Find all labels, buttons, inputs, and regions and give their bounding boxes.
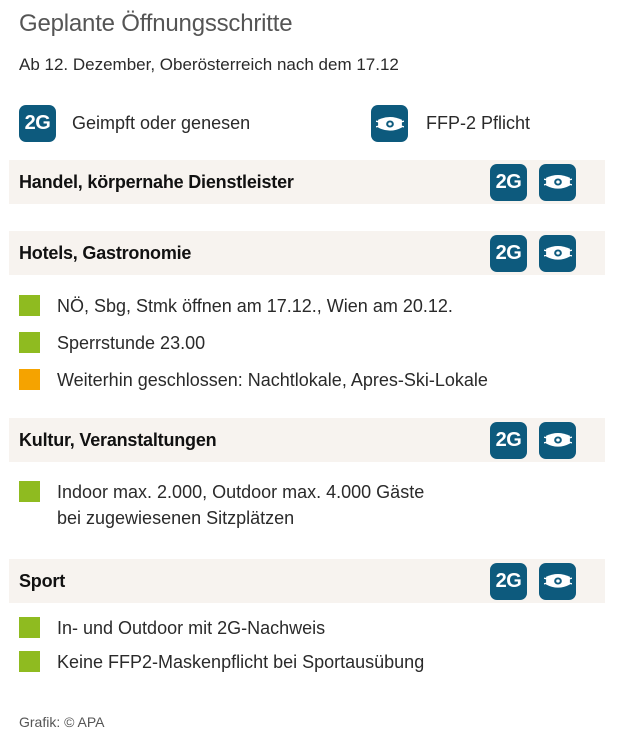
green-square-icon: [19, 651, 40, 672]
section-title: Handel, körpernahe Dienstleister: [19, 171, 294, 192]
section-title: Sport: [19, 570, 65, 591]
mask-icon: [539, 562, 576, 600]
legend-2g-label: Geimpft oder genesen: [72, 113, 251, 133]
orange-square-icon: [19, 369, 40, 390]
mask-icon: [371, 105, 408, 142]
legend-mask: FFP-2 Pflicht: [371, 105, 530, 142]
legend-mask-label: FFP-2 Pflicht: [426, 113, 531, 133]
list-item-text: Sperrstunde 23.00: [57, 333, 206, 353]
source-credit: Grafik: © APA: [19, 714, 105, 730]
badge-2g: 2G: [490, 163, 527, 201]
green-square-icon: [19, 295, 40, 316]
list-item-text: bei zugewiesenen Sitzplätzen: [57, 508, 295, 528]
list-item-text: In- und Outdoor mit 2G-Nachweis: [57, 618, 326, 638]
green-square-icon: [19, 617, 40, 638]
legend-2g: 2G Geimpft oder genesen: [19, 105, 250, 142]
list-item: NÖ, Sbg, Stmk öffnen am 17.12., Wien am …: [19, 293, 453, 319]
badge-2g: 2G: [490, 421, 527, 459]
list-item-text: NÖ, Sbg, Stmk öffnen am 17.12., Wien am …: [57, 296, 453, 316]
list-item: Sperrstunde 23.00: [19, 330, 205, 356]
mask-icon: [539, 421, 576, 459]
green-square-icon: [19, 481, 40, 502]
section-hotels: Hotels, Gastronomie 2G: [9, 231, 605, 275]
list-item-text: Indoor max. 2.000, Outdoor max. 4.000 Gä…: [57, 482, 425, 502]
mask-icon: [539, 163, 576, 201]
page-subtitle: Ab 12. Dezember, Oberösterreich nach dem…: [19, 55, 399, 74]
section-title: Hotels, Gastronomie: [19, 242, 192, 263]
badge-2g: 2G: [490, 562, 527, 600]
badge-2g: 2G: [490, 234, 527, 272]
list-item: Keine FFP2-Maskenpflicht bei Sportausübu…: [19, 649, 424, 675]
green-square-icon: [19, 332, 40, 353]
badge-2g: 2G: [19, 105, 56, 142]
list-item: In- und Outdoor mit 2G-Nachweis: [19, 615, 325, 641]
page-title: Geplante Öffnungsschritte: [19, 10, 293, 37]
list-item-text: Weiterhin geschlossen: Nachtlokale, Apre…: [57, 370, 488, 390]
list-item: Weiterhin geschlossen: Nachtlokale, Apre…: [19, 367, 488, 393]
list-item-text: Keine FFP2-Maskenpflicht bei Sportausübu…: [57, 652, 425, 672]
mask-icon: [539, 234, 576, 272]
section-kultur: Kultur, Veranstaltungen 2G: [9, 418, 605, 462]
section-handel: Handel, körpernahe Dienstleister 2G: [9, 160, 605, 204]
list-item: Indoor max. 2.000, Outdoor max. 4.000 Gä…: [19, 479, 424, 531]
section-sport: Sport 2G: [9, 559, 605, 603]
section-title: Kultur, Veranstaltungen: [19, 429, 217, 450]
